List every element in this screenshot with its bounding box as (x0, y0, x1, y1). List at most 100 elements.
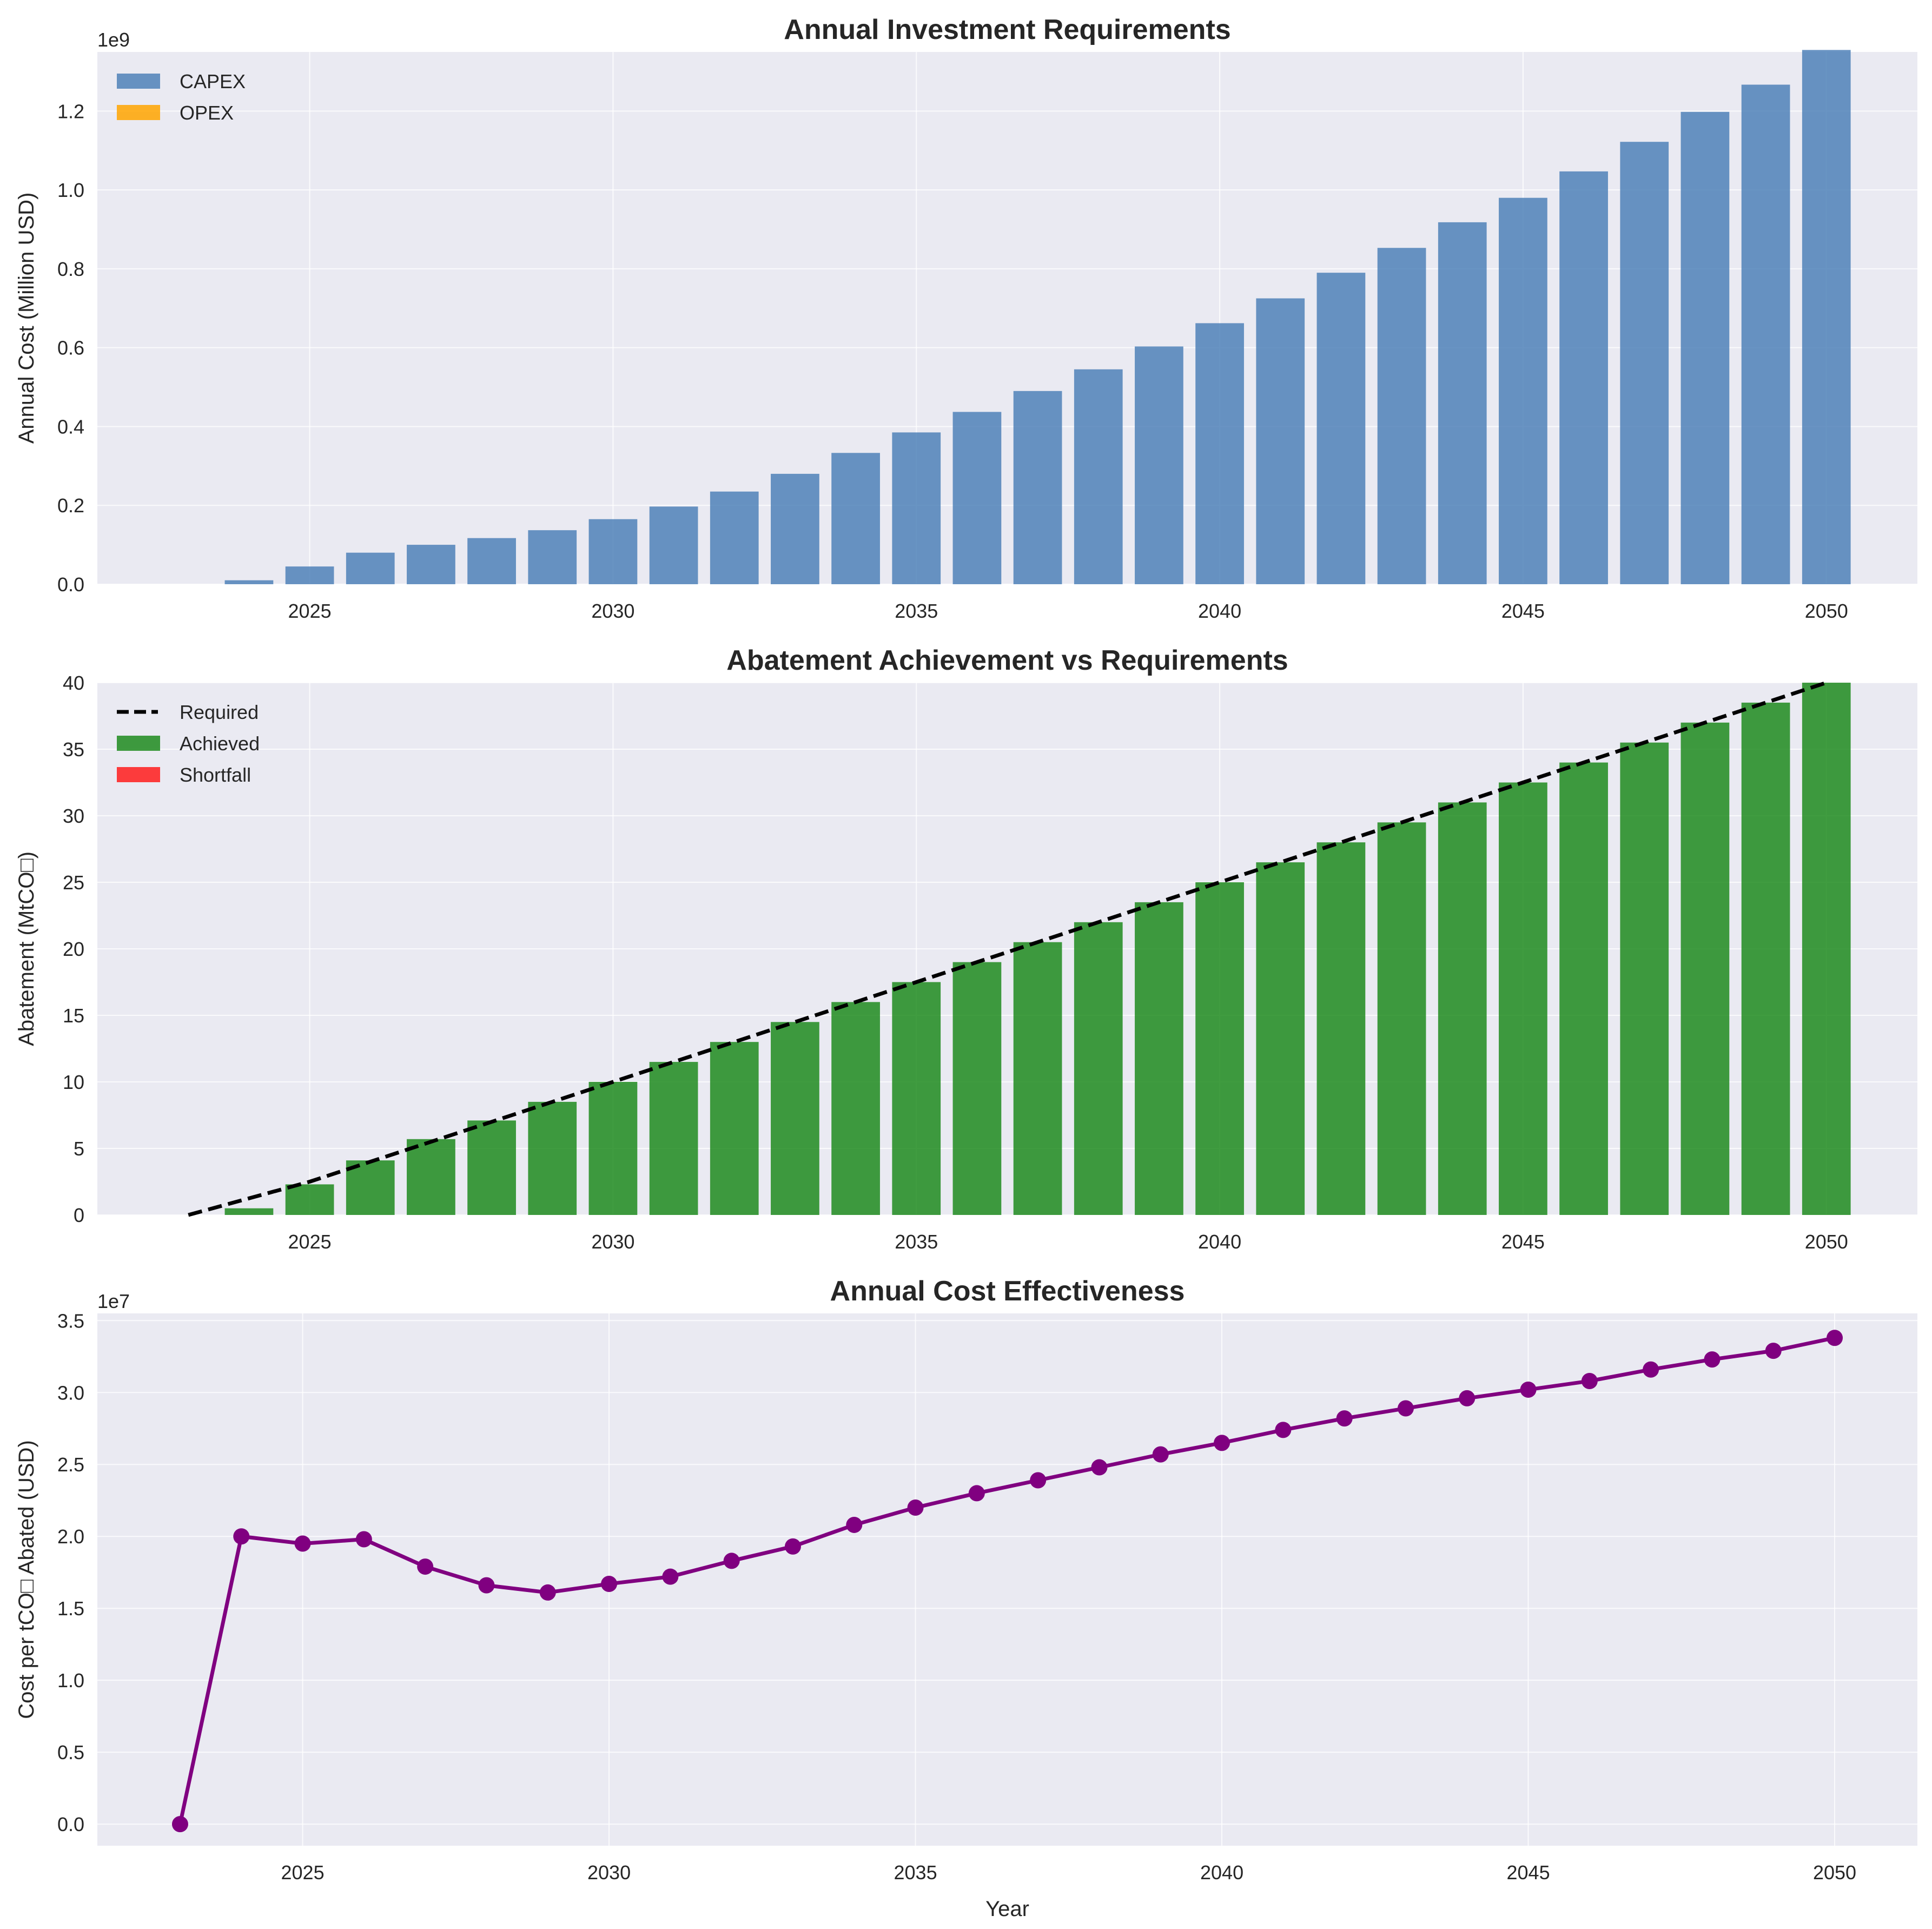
cost-point-2049 (1765, 1343, 1782, 1359)
legend-label-capex: CAPEX (180, 70, 246, 93)
y-axis-label: Cost per tCO□ Abated (USD) (15, 1440, 38, 1719)
bar-capex-2041 (1256, 298, 1305, 584)
bar-capex-2039 (1135, 346, 1183, 584)
x-tick-label: 2035 (895, 600, 938, 622)
data-layer (188, 681, 1851, 1217)
y-tick-label: 0.5 (57, 1741, 84, 1763)
bar-capex-2043 (1377, 248, 1426, 584)
legend-swatch-achieved (117, 736, 160, 751)
y-tick-label: 0.2 (57, 494, 84, 517)
bar-achieved-2028 (467, 1120, 516, 1215)
x-tick-label: 2050 (1805, 1231, 1848, 1253)
axis-offset-label: 1e7 (97, 1290, 130, 1312)
bar-capex-2037 (1013, 391, 1062, 584)
bar-achieved-2038 (1074, 922, 1123, 1215)
cost-point-2031 (662, 1568, 679, 1585)
x-tick-label: 2040 (1200, 1861, 1243, 1884)
cost-point-2027 (417, 1558, 434, 1575)
cost-point-2046 (1581, 1372, 1598, 1389)
bar-capex-2030 (588, 519, 638, 584)
cost-point-2040 (1214, 1435, 1230, 1451)
bar-achieved-2042 (1316, 842, 1366, 1215)
cost-point-2043 (1397, 1400, 1414, 1417)
bar-achieved-2032 (710, 1042, 759, 1215)
cost-point-2037 (1030, 1472, 1047, 1489)
x-tick-label: 2045 (1507, 1861, 1550, 1884)
bar-achieved-2048 (1680, 722, 1730, 1215)
bar-achieved-2034 (831, 1002, 880, 1215)
bar-capex-2047 (1620, 142, 1669, 585)
x-tick-label: 2025 (288, 600, 332, 622)
cost-point-2023 (171, 1816, 188, 1833)
bar-capex-2026 (346, 552, 395, 584)
bar-capex-2040 (1195, 323, 1244, 584)
legend-label-shortfall: Shortfall (180, 764, 251, 786)
cost-point-2030 (601, 1575, 618, 1592)
legend: CAPEX OPEX (117, 70, 246, 124)
bar-capex-2034 (831, 453, 880, 584)
bar-achieved-2050 (1802, 683, 1851, 1215)
cost-point-2033 (784, 1538, 801, 1555)
y-tick-label: 3.5 (57, 1310, 84, 1332)
plot-area (97, 1313, 1917, 1846)
bar-achieved-2039 (1135, 902, 1183, 1215)
y-axis-label: Abatement (MtCO□) (15, 851, 38, 1046)
y-tick-label: 0.0 (57, 573, 84, 596)
cost-point-2041 (1275, 1422, 1292, 1438)
data-layer (224, 50, 1851, 585)
y-tick-label: 0.4 (57, 415, 84, 438)
x-tick-label: 2035 (895, 1231, 938, 1253)
bar-capex-2044 (1438, 222, 1487, 584)
bar-achieved-2030 (588, 1082, 638, 1215)
bar-achieved-2041 (1256, 862, 1305, 1215)
bar-capex-2045 (1499, 197, 1547, 584)
legend-swatch-capex (117, 74, 160, 89)
chart-title: Abatement Achievement vs Requirements (726, 645, 1288, 676)
x-tick-label: 2050 (1805, 600, 1848, 622)
y-tick-label: 30 (63, 805, 84, 827)
bar-achieved-2027 (407, 1139, 455, 1215)
bar-capex-2042 (1316, 273, 1366, 585)
legend-label-required: Required (180, 701, 259, 723)
cost-point-2038 (1091, 1459, 1108, 1476)
bar-achieved-2024 (224, 1208, 274, 1215)
x-tick-label: 2030 (591, 600, 634, 622)
cost-point-2048 (1704, 1351, 1721, 1368)
axis-offset-label: 1e9 (97, 29, 130, 51)
x-tick-label: 2030 (591, 1231, 634, 1253)
cost-point-2025 (294, 1535, 311, 1552)
y-tick-label: 10 (63, 1071, 84, 1093)
legend: Required Achieved Shortfall (117, 701, 260, 786)
y-axis-label: Annual Cost (Million USD) (15, 193, 38, 444)
chart-title: Annual Cost Effectiveness (830, 1276, 1185, 1307)
y-tick-label: 40 (63, 672, 84, 694)
bar-achieved-2049 (1741, 702, 1790, 1215)
cost-point-2042 (1336, 1410, 1353, 1427)
data-layer (171, 1330, 1843, 1833)
bar-achieved-2026 (346, 1160, 395, 1215)
x-tick-label: 2025 (288, 1231, 332, 1253)
x-tick-label: 2035 (894, 1861, 937, 1884)
cost-point-2032 (723, 1553, 740, 1569)
y-tick-label: 1.5 (57, 1597, 84, 1620)
cost-line (178, 1336, 1835, 1825)
x-tick-label: 2030 (587, 1861, 631, 1884)
plot-area (97, 52, 1917, 584)
x-axis-label: Year (985, 1897, 1029, 1921)
y-tick-label: 25 (63, 871, 84, 894)
bar-achieved-2035 (892, 982, 941, 1215)
cost-point-2024 (233, 1528, 250, 1545)
bar-achieved-2029 (528, 1101, 577, 1215)
x-tick-label: 2040 (1198, 1231, 1241, 1253)
bar-capex-2032 (710, 491, 759, 584)
chart-title: Annual Investment Requirements (784, 14, 1230, 45)
bar-achieved-2043 (1377, 822, 1426, 1215)
y-tick-label: 0.8 (57, 258, 84, 280)
bar-capex-2027 (407, 545, 455, 584)
legend-swatch-opex (117, 105, 160, 120)
cost-point-2036 (968, 1485, 985, 1502)
bar-capex-2036 (952, 412, 1002, 584)
bar-capex-2028 (467, 538, 516, 584)
bar-capex-2031 (649, 506, 698, 584)
